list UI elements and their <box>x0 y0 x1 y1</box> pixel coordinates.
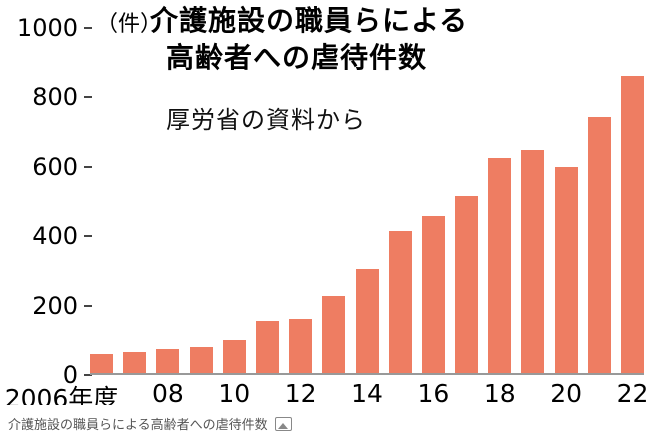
chart-title-line1: 介護施設の職員らによる <box>150 4 469 37</box>
x-tick-label: 08 <box>151 379 184 408</box>
bar-2013 <box>322 296 346 373</box>
bar-2022 <box>621 75 644 373</box>
y-tick-mark <box>84 27 92 29</box>
x-tick-label: 12 <box>284 379 317 408</box>
bar-2018 <box>488 157 512 373</box>
bar-2015 <box>388 231 412 373</box>
y-tick-mark <box>84 235 92 238</box>
image-icon-mountain <box>278 422 289 429</box>
y-tick-mark <box>84 374 92 376</box>
y-tick-label: 1000 <box>16 14 78 42</box>
figure-caption-text: 介護施設の職員らによる高齢者への虐待件数 <box>8 418 268 433</box>
x-tick-label: 14 <box>351 379 383 408</box>
bar-chart: （件） 介護施設の職員らによる 高齢者への虐待件数 厚労省の資料から 0 200 4… <box>5 2 649 413</box>
bar-2021 <box>587 116 611 373</box>
y-tick-mark <box>84 165 92 168</box>
x-tick-label: 18 <box>483 379 516 408</box>
bar-2006 <box>90 354 113 373</box>
bar-2011 <box>255 320 279 373</box>
bar-2017 <box>455 196 479 373</box>
bar-2020 <box>554 166 578 373</box>
chart-title-line2: 高齢者への虐待件数 <box>166 41 428 74</box>
y-axis-unit-label: （件） <box>96 12 163 37</box>
plot-area <box>90 28 644 375</box>
y-tick-label: 0 <box>62 361 78 389</box>
bar-2016 <box>421 216 445 373</box>
y-tick-mark <box>84 304 92 307</box>
y-tick-label: 600 <box>32 152 78 181</box>
x-tick-label: 22 <box>616 379 649 408</box>
bar-2019 <box>521 149 545 373</box>
y-tick-label: 400 <box>32 222 78 251</box>
y-tick-label: 200 <box>32 291 78 320</box>
chart-source-note: 厚労省の資料から <box>166 106 366 134</box>
x-tick-label: 10 <box>218 379 251 408</box>
chart-title: 介護施設の職員らによる 高齢者への虐待件数 <box>150 2 468 76</box>
bar-2008 <box>156 348 180 373</box>
bar-2012 <box>289 319 313 373</box>
bar-2010 <box>222 339 246 373</box>
bar-2014 <box>355 268 379 373</box>
figure-caption[interactable]: 介護施設の職員らによる高齢者への虐待件数 <box>0 405 650 442</box>
x-axis: 2006年度 08 10 12 14 16 18 20 22 <box>5 379 649 413</box>
bar-2009 <box>189 346 213 373</box>
bar-2007 <box>123 351 147 373</box>
x-tick-label: 20 <box>550 379 583 408</box>
y-axis: 0 200 400 600 800 1000 <box>16 14 92 389</box>
x-tick-label: 16 <box>417 379 450 408</box>
image-icon <box>274 416 292 431</box>
y-tick-mark <box>84 96 92 99</box>
y-tick-label: 800 <box>32 83 78 112</box>
